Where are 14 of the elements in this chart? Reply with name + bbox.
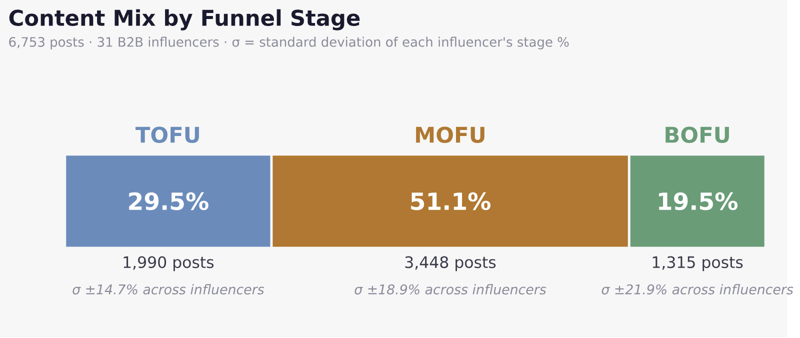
series-label: BOFU [666, 126, 729, 144]
text: 1,315 posts [652, 256, 743, 272]
data-label: 51.1% [411, 192, 490, 210]
series-label: TOFU [136, 126, 199, 144]
text: σ ±14.7% across influencers [72, 284, 264, 295]
series-label: MOFU [416, 126, 484, 144]
chart-title: Content Mix by Funnel Stage [9, 9, 360, 31]
data-label: 19.5% [658, 192, 738, 210]
text: σ ±18.9% across influencers [354, 284, 546, 295]
data-label: 29.5% [129, 192, 208, 210]
text: 3,448 posts [405, 256, 496, 272]
text: 1,990 posts [124, 256, 214, 272]
text: σ ±21.9% across influencers [602, 284, 794, 295]
chart-subtitle: 6,753 posts · 31 B2B influencers · σ = standard deviation of each influencer's stage % [9, 37, 569, 50]
